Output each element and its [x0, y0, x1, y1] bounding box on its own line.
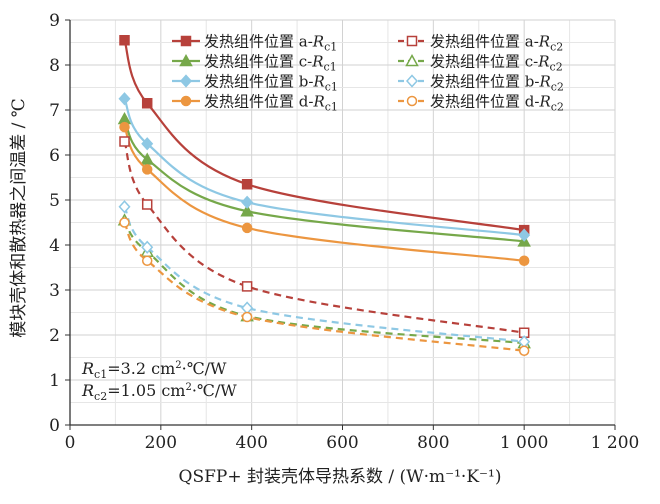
- legend-label: 发热组件位置 d-Rc1: [204, 93, 338, 114]
- y-tick-label: 3: [49, 281, 60, 301]
- x-tick-label: 800: [417, 433, 449, 453]
- legend-marker: [180, 35, 192, 47]
- series-b-c2: [118, 200, 531, 349]
- tick-labels: 0 200 400 600 800 1 000 1 200 0 1 2 3 4 5 6 7 8 9: [49, 11, 639, 453]
- y-tick-label: 2: [49, 326, 60, 346]
- x-tick-label: 1 000: [500, 433, 549, 453]
- data-point-a-c2: [119, 136, 130, 147]
- data-point-b-c1: [141, 137, 154, 151]
- y-tick-label: 1: [49, 371, 60, 391]
- legend-marker: [406, 95, 418, 107]
- y-tick-label: 7: [49, 101, 60, 121]
- series-d-c2: [119, 217, 530, 356]
- series-line-b-c2: [123, 206, 525, 343]
- legend-item-c-c1: 发热组件位置 c-Rc1: [172, 53, 337, 74]
- y-tick-label: 9: [49, 11, 60, 31]
- legend-label: 发热组件位置 d-Rc2: [430, 93, 564, 114]
- axes: [65, 19, 616, 430]
- data-point-a-c2: [141, 199, 153, 210]
- x-tick-label: 0: [65, 433, 76, 453]
- series-d-c1: [119, 121, 530, 266]
- data-point-b-c1: [118, 92, 131, 106]
- legend-label: 发热组件位置 b-Rc1: [204, 73, 338, 94]
- legend-marker: [406, 35, 418, 47]
- series-line-a-c2: [123, 141, 525, 334]
- series-a-c2: [119, 136, 530, 338]
- y-tick-label: 5: [49, 191, 60, 211]
- y-tick-label: 4: [49, 236, 60, 256]
- data-point-b-c2: [141, 240, 154, 254]
- legend-marker: [405, 53, 419, 67]
- data-point-b-c2: [118, 200, 131, 214]
- series-b-c1: [118, 92, 531, 242]
- data-point-c-c1: [240, 204, 254, 217]
- legend-label: 发热组件位置 c-Rc1: [204, 53, 337, 74]
- series-c-c2: [117, 213, 531, 349]
- data-point-d-c1: [241, 222, 253, 234]
- data-point-a-c1: [119, 35, 130, 46]
- series-line-c-c1: [123, 118, 525, 243]
- series-line-a-c1: [123, 39, 525, 232]
- data-point-d-c2: [241, 311, 253, 323]
- data-point-a-c2: [241, 281, 253, 292]
- data-point-b-c1: [518, 228, 531, 242]
- annotation-rc1: Rc1=3.2 cm2·℃/W: [81, 359, 227, 381]
- data-point-a-c1: [241, 179, 253, 190]
- data-point-d-c2: [119, 217, 130, 228]
- data-point-d-c2: [141, 255, 153, 266]
- legend-item-d-c2: 发热组件位置 d-Rc2: [398, 93, 564, 114]
- legend-label: 发热组件位置 a-Rc2: [430, 33, 563, 54]
- legend-marker: [180, 95, 192, 107]
- series-line-d-c1: [123, 126, 525, 262]
- annotation-rc2: Rc2=1.05 cm2·℃/W: [81, 381, 237, 403]
- x-tick-label: 1 200: [591, 433, 640, 453]
- legend-label: 发热组件位置 a-Rc1: [204, 33, 337, 54]
- series-c-c1: [117, 111, 531, 247]
- legend-marker: [405, 74, 419, 88]
- data-point-d-c1: [518, 255, 530, 266]
- legend-label: 发热组件位置 c-Rc2: [430, 53, 563, 74]
- x-tick-label: 200: [145, 433, 177, 453]
- legend-label: 发热组件位置 b-Rc2: [430, 73, 564, 94]
- legend-item-b-c1: 发热组件位置 b-Rc1: [172, 73, 338, 94]
- series-layer: [117, 35, 531, 356]
- y-tick-label: 0: [49, 416, 60, 436]
- legend-item-d-c1: 发热组件位置 d-Rc1: [172, 93, 338, 114]
- series-line-c-c2: [123, 219, 525, 345]
- y-tick-label: 8: [49, 56, 60, 76]
- series-line-b-c1: [123, 98, 525, 237]
- x-axis-title: QSFP+ 封装壳体导热系数 / (W·m⁻¹·K⁻¹): [179, 467, 502, 487]
- data-point-c-c1: [140, 152, 154, 165]
- legend-item-a-c2: 发热组件位置 a-Rc2: [398, 33, 563, 54]
- y-axis-title: 模块壳体和散热器之间温差 / ℃: [9, 98, 29, 338]
- y-tick-label: 6: [49, 146, 60, 166]
- legend-item-a-c1: 发热组件位置 a-Rc1: [172, 33, 337, 54]
- data-point-d-c1: [141, 164, 153, 175]
- data-point-b-c1: [241, 195, 254, 209]
- data-point-a-c1: [141, 98, 153, 109]
- legend-item-c-c2: 发热组件位置 c-Rc2: [398, 53, 563, 74]
- legend-item-b-c2: 发热组件位置 b-Rc2: [398, 73, 564, 94]
- series-line-d-c2: [123, 221, 525, 352]
- legend-marker: [179, 53, 193, 67]
- data-point-d-c2: [518, 345, 530, 356]
- x-tick-label: 400: [235, 433, 267, 453]
- data-point-d-c1: [119, 121, 130, 133]
- legend-marker: [179, 74, 193, 88]
- x-tick-label: 600: [326, 433, 358, 453]
